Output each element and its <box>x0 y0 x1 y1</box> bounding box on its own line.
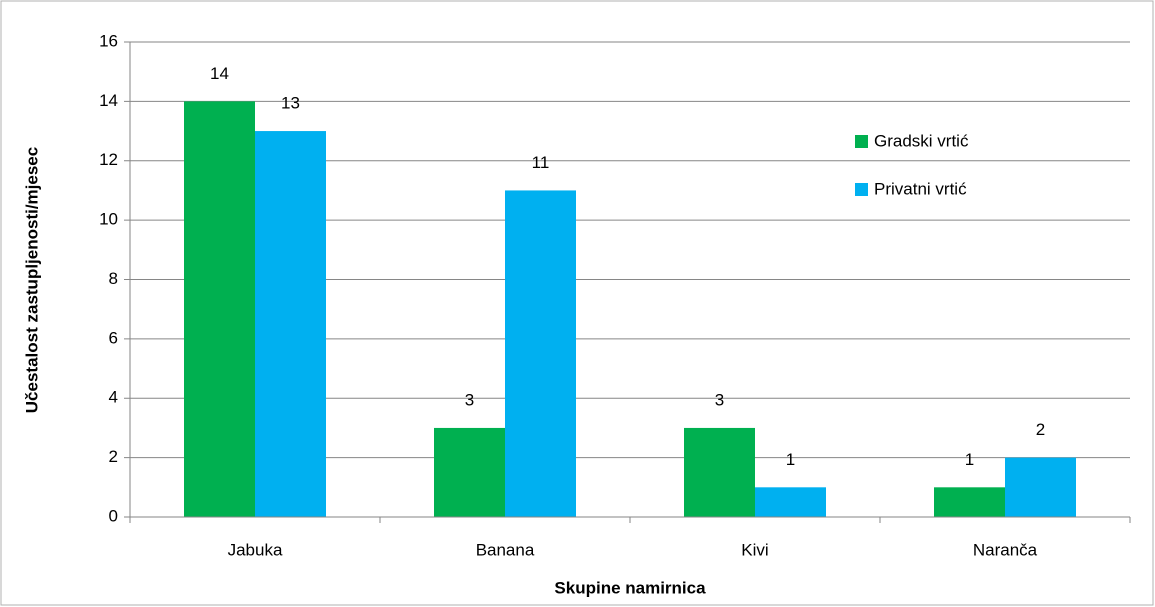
data-label: 11 <box>532 153 550 172</box>
y-tick-label: 8 <box>109 269 118 288</box>
bar <box>505 190 576 517</box>
data-label: 1 <box>786 450 795 469</box>
x-tick-label: Kivi <box>741 540 768 559</box>
y-tick-label: 14 <box>99 91 118 110</box>
data-label: 1 <box>965 450 974 469</box>
bar <box>255 131 326 517</box>
bar <box>934 487 1005 517</box>
y-tick-label: 0 <box>109 506 118 525</box>
y-tick-label: 4 <box>109 388 118 407</box>
y-tick-label: 12 <box>99 150 118 169</box>
data-label: 14 <box>210 64 229 83</box>
legend-swatch <box>855 183 868 196</box>
bar <box>434 427 505 517</box>
y-tick-label: 16 <box>99 31 118 50</box>
x-axis-label: Skupine namirnica <box>554 578 706 597</box>
data-label: 13 <box>281 94 300 113</box>
legend-label: Privatni vrtić <box>874 179 967 198</box>
y-axis-label: Učestalost zastupljenosti/mjesec <box>22 147 41 413</box>
data-label: 3 <box>465 390 474 409</box>
x-tick-label: Naranča <box>973 540 1038 559</box>
y-tick-label: 2 <box>109 447 118 466</box>
data-label: 3 <box>715 390 724 409</box>
legend-swatch <box>855 135 868 148</box>
x-tick-label: Jabuka <box>228 540 283 559</box>
x-tick-label: Banana <box>476 540 535 559</box>
y-tick-label: 6 <box>109 328 118 347</box>
legend-label: Gradski vrtić <box>874 131 969 150</box>
bar <box>755 487 826 517</box>
y-tick-label: 10 <box>99 210 118 229</box>
bar <box>684 427 755 517</box>
data-label: 2 <box>1036 420 1045 439</box>
bar <box>184 101 255 517</box>
bar <box>1005 457 1076 517</box>
